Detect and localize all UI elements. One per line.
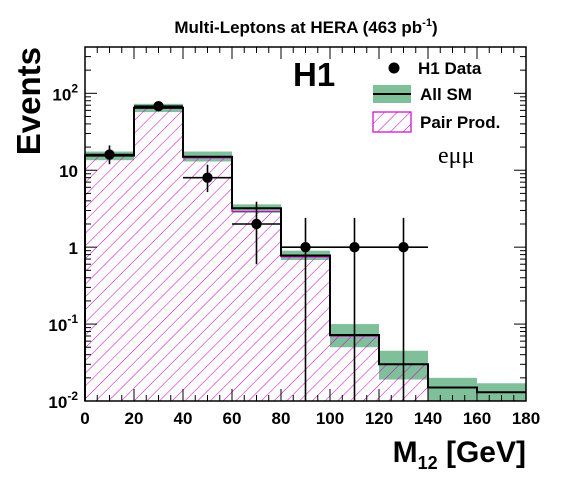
data-marker: [251, 218, 262, 230]
data-marker: [104, 149, 115, 160]
y-tick-label-base: 10: [59, 162, 78, 181]
data-point: [183, 164, 232, 193]
data-marker: [398, 241, 409, 253]
x-tick-labels: 0 20 40 60 80 100 120 140 160 180: [80, 409, 540, 428]
y-tick-label-base: 10: [48, 393, 67, 412]
legend-label-pair-prod: Pair Prod.: [420, 113, 500, 132]
data-marker: [349, 241, 360, 253]
pair-prod-bar: [85, 155, 134, 401]
legend: H1 Data All SM Pair Prod.: [372, 59, 500, 133]
y-tick-label: 10-1: [48, 312, 78, 335]
legend-label-h1-data: H1 Data: [418, 59, 482, 78]
y-tick-label: 102: [52, 81, 78, 104]
x-tick-label: 0: [80, 409, 89, 428]
data-point: [379, 217, 428, 401]
y-tick-label: 10-2: [48, 389, 78, 412]
channel-label: eμμ: [438, 143, 474, 169]
h1-data-points: [85, 100, 428, 401]
x-tick-label: 20: [125, 409, 144, 428]
y-tick-label-exponent: -1: [67, 312, 78, 326]
axis-ticks: [84, 46, 527, 402]
x-tick-label: 120: [365, 409, 393, 428]
x-tick-label: 100: [316, 409, 344, 428]
y-tick-label: 10: [59, 162, 78, 181]
x-axis-label: M12 [GeV]: [393, 436, 526, 473]
data-point: [330, 217, 379, 401]
x-tick-label: 60: [223, 409, 242, 428]
data-point: [85, 145, 134, 165]
chart-title: Multi-Leptons at HERA (463 pb-1): [174, 17, 437, 37]
x-tick-label: 160: [463, 409, 491, 428]
legend-entry-pair-prod: Pair Prod.: [372, 111, 500, 133]
data-marker: [153, 100, 164, 112]
legend-marker-circle-icon: [388, 62, 400, 74]
pair-prod-bar: [134, 108, 183, 401]
y-tick-label-exponent: 2: [71, 81, 78, 95]
experiment-logo: H1: [293, 56, 335, 93]
y-tick-label-base: 10: [48, 316, 67, 335]
data-point: [232, 201, 281, 265]
x-tick-label: 40: [174, 409, 193, 428]
y-axis-label: Events: [10, 47, 47, 155]
data-marker: [300, 241, 311, 253]
x-tick-label: 140: [414, 409, 442, 428]
y-tick-label-exponent: -2: [67, 389, 78, 403]
legend-entry-h1-data: H1 Data: [388, 59, 482, 78]
data-point: [281, 217, 330, 401]
y-tick-label: 1: [69, 239, 78, 258]
y-tick-label-base: 1: [69, 239, 78, 258]
y-tick-label-base: 10: [52, 85, 71, 104]
all-sm-histogram-line: [84, 106, 526, 401]
pair-prod-bar: [183, 157, 232, 401]
legend-label-all-sm: All SM: [420, 85, 472, 104]
x-tick-label: 180: [512, 409, 540, 428]
x-tick-label: 80: [272, 409, 291, 428]
legend-entry-all-sm: All SM: [373, 85, 472, 104]
legend-swatch-hatch-icon: [372, 111, 412, 133]
data-point: [134, 100, 183, 112]
data-marker: [202, 172, 213, 183]
